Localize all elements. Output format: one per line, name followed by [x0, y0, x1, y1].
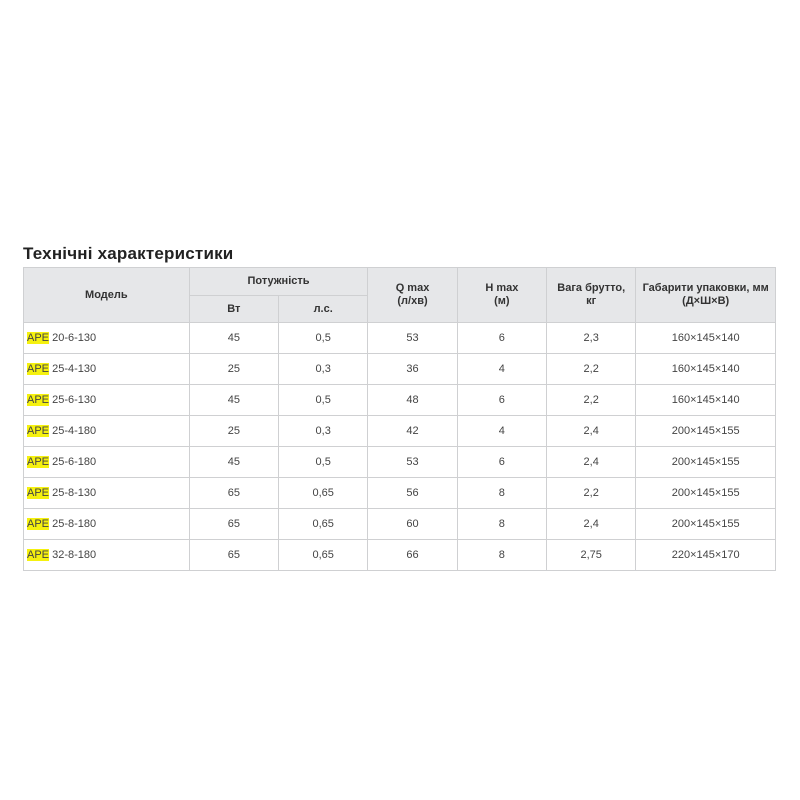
table-row: APE 25-4-180 25 0,3 42 4 2,4 200×145×155	[23, 415, 776, 447]
cell-h: 4	[456, 353, 548, 385]
cell-w: 65	[188, 477, 280, 509]
cell-model: APE 25-6-130	[23, 384, 190, 416]
specs-table: Модель Потужність Q max (л/хв) H max (м) В…	[23, 267, 776, 571]
cell-w: 45	[188, 322, 280, 354]
table-row: APE 25-6-180 45 0,5 53 6 2,4 200×145×155	[23, 446, 776, 478]
cell-model: APE 25-6-180	[23, 446, 190, 478]
cell-w: 45	[188, 446, 280, 478]
cell-q: 60	[367, 508, 458, 540]
cell-w: 45	[188, 384, 280, 416]
cell-h: 8	[456, 477, 548, 509]
cell-dims: 160×145×140	[635, 384, 776, 416]
cell-kg: 2,75	[546, 539, 637, 571]
cell-kg: 2,3	[546, 322, 637, 354]
header-model: Модель	[23, 267, 190, 323]
cell-hp: 0,65	[277, 508, 369, 540]
cell-h: 6	[456, 446, 548, 478]
model-prefix-highlight: APE	[27, 456, 50, 468]
cell-model: APE 25-4-180	[23, 415, 190, 447]
cell-hp: 0,5	[277, 322, 369, 354]
cell-dims: 200×145×155	[635, 477, 776, 509]
cell-hp: 0,3	[277, 353, 369, 385]
header-hmax: H max (м)	[456, 267, 548, 323]
model-prefix-highlight: APE	[27, 363, 50, 375]
cell-hp: 0,5	[277, 384, 369, 416]
header-watt: Вт	[188, 295, 280, 323]
cell-h: 6	[456, 384, 548, 416]
cell-kg: 2,4	[546, 446, 637, 478]
cell-dims: 200×145×155	[635, 508, 776, 540]
header-qmax: Q max (л/хв)	[367, 267, 458, 323]
header-power: Потужність	[188, 267, 369, 296]
cell-q: 53	[367, 322, 458, 354]
cell-hp: 0,65	[277, 539, 369, 571]
model-prefix-highlight: APE	[27, 332, 50, 344]
cell-q: 56	[367, 477, 458, 509]
table-row: APE 32-8-180 65 0,65 66 8 2,75 220×145×170	[23, 539, 776, 571]
cell-q: 36	[367, 353, 458, 385]
cell-dims: 200×145×155	[635, 446, 776, 478]
cell-h: 8	[456, 508, 548, 540]
cell-w: 25	[188, 353, 280, 385]
cell-model: APE 32-8-180	[23, 539, 190, 571]
cell-dims: 200×145×155	[635, 415, 776, 447]
table-row: APE 25-8-180 65 0,65 60 8 2,4 200×145×155	[23, 508, 776, 540]
cell-h: 8	[456, 539, 548, 571]
cell-dims: 220×145×170	[635, 539, 776, 571]
cell-h: 4	[456, 415, 548, 447]
model-prefix-highlight: APE	[27, 487, 50, 499]
cell-kg: 2,2	[546, 384, 637, 416]
cell-h: 6	[456, 322, 548, 354]
header-dims: Габарити упаковки, мм (Д×Ш×В)	[635, 267, 776, 323]
cell-kg: 2,4	[546, 508, 637, 540]
cell-model: APE 25-8-180	[23, 508, 190, 540]
cell-model: APE 25-8-130	[23, 477, 190, 509]
cell-w: 65	[188, 508, 280, 540]
cell-q: 42	[367, 415, 458, 447]
cell-model: APE 25-4-130	[23, 353, 190, 385]
model-prefix-highlight: APE	[27, 518, 50, 530]
model-prefix-highlight: APE	[27, 425, 50, 437]
cell-q: 53	[367, 446, 458, 478]
model-prefix-highlight: APE	[27, 549, 50, 561]
cell-hp: 0,65	[277, 477, 369, 509]
table-row: APE 25-8-130 65 0,65 56 8 2,2 200×145×155	[23, 477, 776, 509]
cell-w: 25	[188, 415, 280, 447]
cell-dims: 160×145×140	[635, 322, 776, 354]
cell-hp: 0,5	[277, 446, 369, 478]
cell-kg: 2,2	[546, 353, 637, 385]
cell-kg: 2,2	[546, 477, 637, 509]
cell-kg: 2,4	[546, 415, 637, 447]
table-row: APE 25-6-130 45 0,5 48 6 2,2 160×145×140	[23, 384, 776, 416]
cell-w: 65	[188, 539, 280, 571]
section-title: Технічні характеристики	[23, 244, 234, 263]
cell-q: 48	[367, 384, 458, 416]
table-row: APE 25-4-130 25 0,3 36 4 2,2 160×145×140	[23, 353, 776, 385]
header-hp: л.с.	[277, 295, 369, 323]
cell-dims: 160×145×140	[635, 353, 776, 385]
cell-model: APE 20-6-130	[23, 322, 190, 354]
table-row: APE 20-6-130 45 0,5 53 6 2,3 160×145×140	[23, 322, 776, 354]
header-weight: Вага брутто, кг	[546, 267, 637, 323]
model-prefix-highlight: APE	[27, 394, 50, 406]
cell-q: 66	[367, 539, 458, 571]
cell-hp: 0,3	[277, 415, 369, 447]
